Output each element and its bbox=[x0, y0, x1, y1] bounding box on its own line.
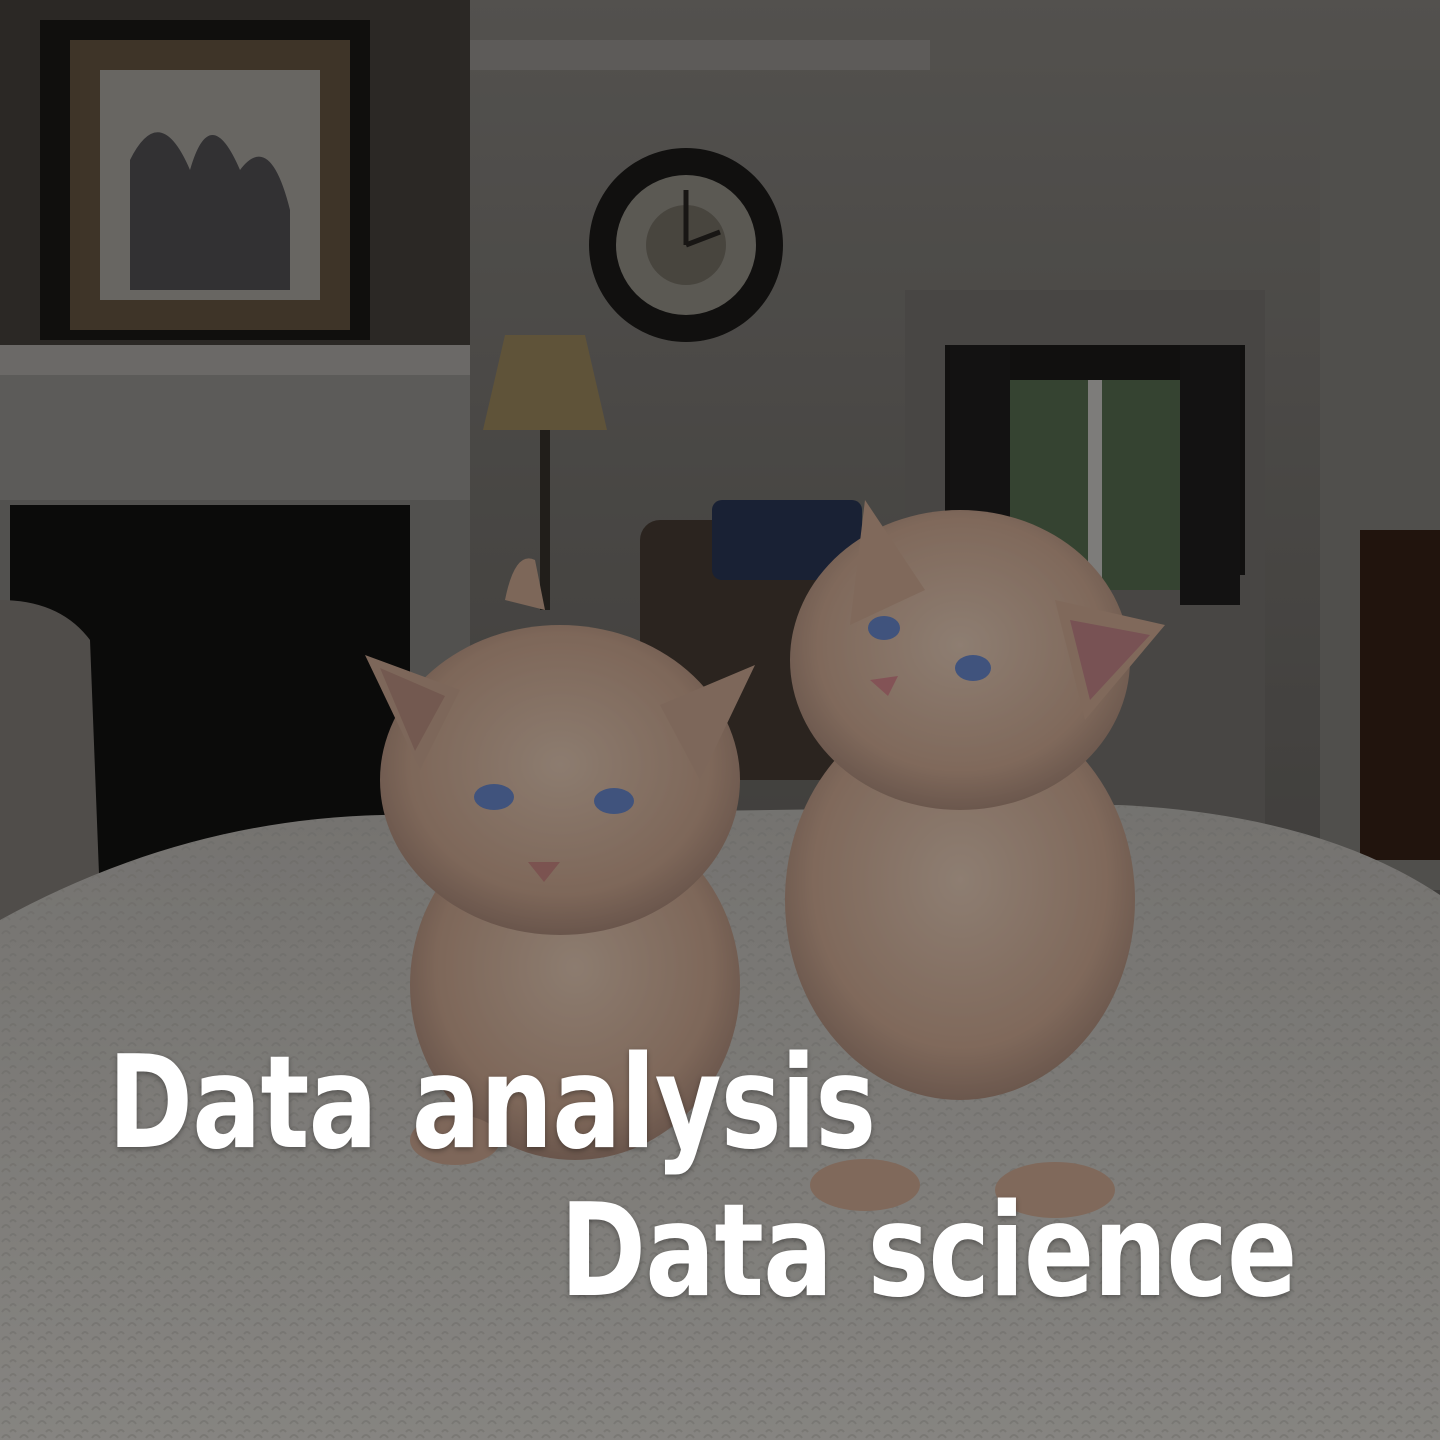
floor-lamp bbox=[483, 335, 607, 610]
crown-molding bbox=[460, 40, 930, 70]
kitten-left bbox=[365, 558, 755, 1165]
kitten-right bbox=[785, 500, 1165, 1218]
mantle-face bbox=[0, 375, 470, 505]
armchair bbox=[0, 600, 100, 920]
blue-throw bbox=[712, 500, 862, 580]
bookshelf bbox=[1360, 530, 1440, 860]
curtain-right bbox=[1180, 345, 1240, 605]
mantle-shelf bbox=[0, 345, 470, 375]
wall-clock bbox=[589, 148, 783, 342]
framed-picture bbox=[40, 20, 370, 340]
window-mullion bbox=[1088, 380, 1102, 590]
